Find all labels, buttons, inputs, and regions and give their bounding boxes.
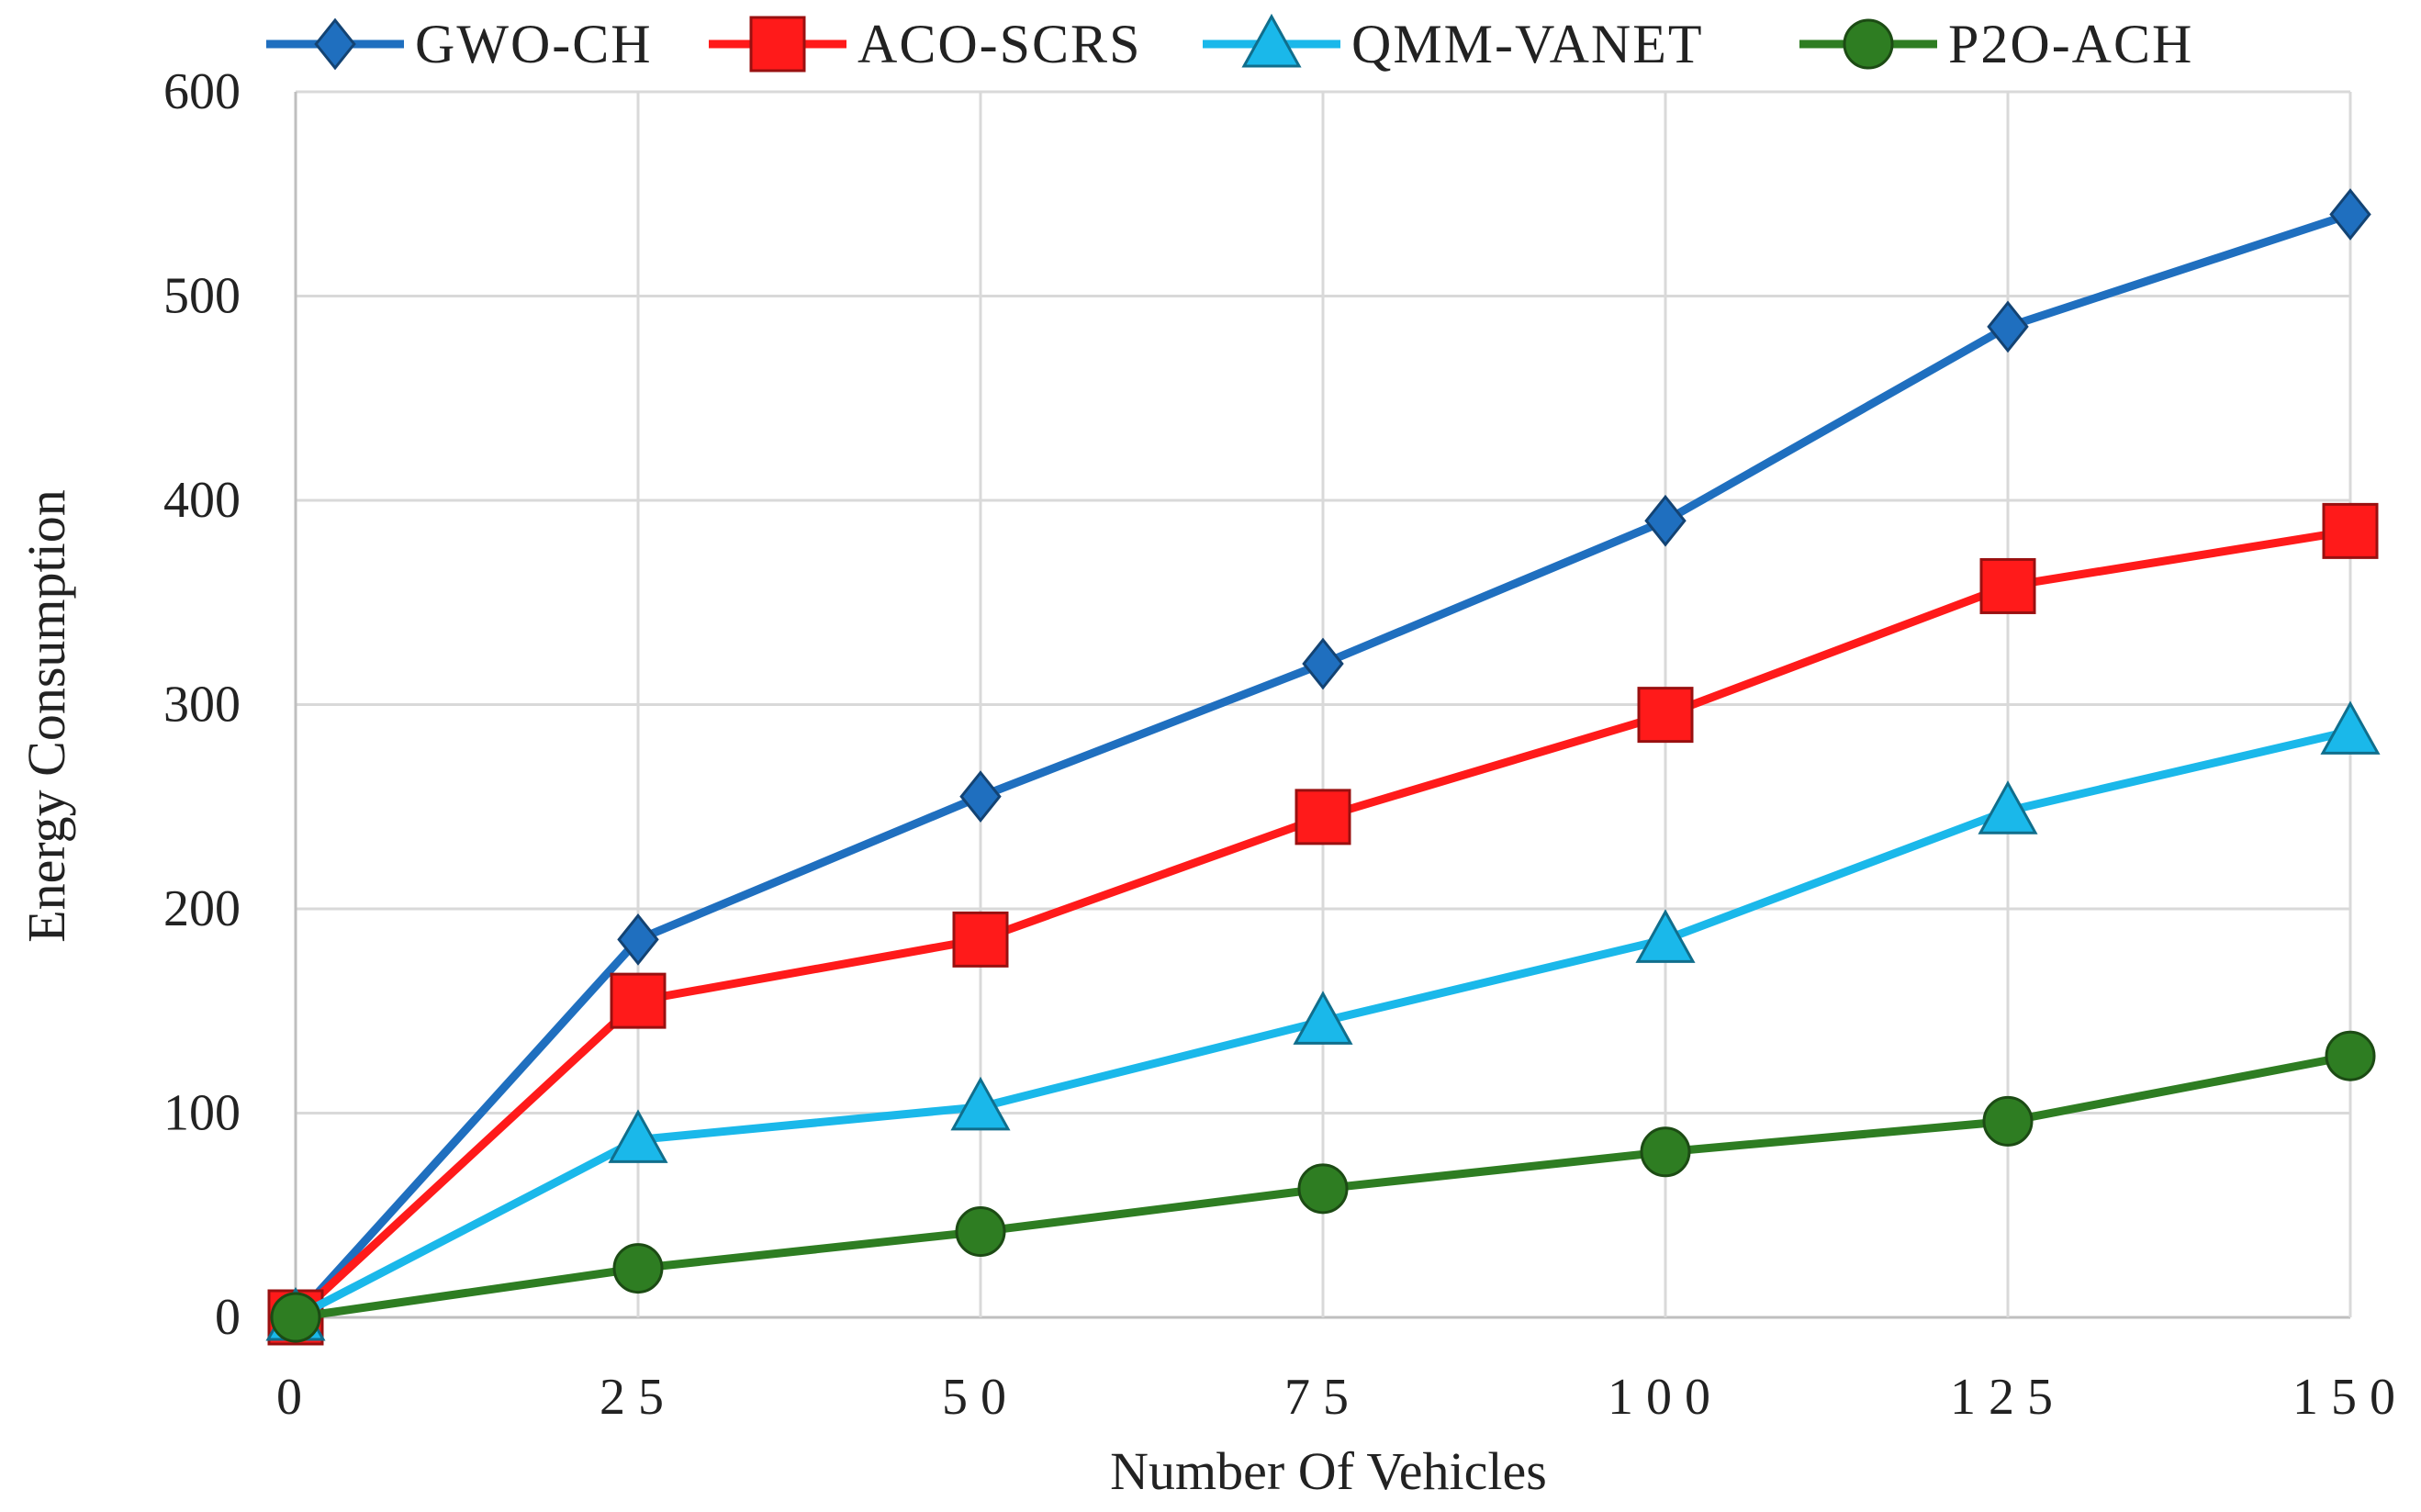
- data-point: [1982, 1095, 2034, 1147]
- data-point: [1644, 494, 1687, 547]
- y-tick-label: 200: [163, 880, 241, 937]
- legend-item: ACO-SCRS: [709, 14, 1141, 74]
- data-point: [1640, 1126, 1691, 1178]
- data-point: [1979, 557, 2036, 614]
- y-tick-label: 600: [163, 63, 241, 120]
- data-point: [2325, 1030, 2376, 1081]
- legend-label: QMM-VANET: [1351, 14, 1704, 74]
- series-p2o-ach: [270, 1030, 2376, 1343]
- x-tick-label: 100: [1608, 1369, 1723, 1426]
- y-tick-label: 0: [215, 1289, 241, 1346]
- data-point: [1978, 780, 2038, 834]
- y-tick-label: 100: [163, 1085, 241, 1142]
- x-tick-label: 150: [2292, 1369, 2408, 1426]
- series-group: [265, 188, 2381, 1346]
- y-axis-ticks: 0 100 200 300 400 500 600: [163, 63, 241, 1346]
- y-tick-label: 300: [163, 677, 241, 734]
- data-point: [1293, 991, 1353, 1045]
- legend-item: P2O-ACH: [1799, 14, 2193, 74]
- data-point: [1637, 687, 1694, 744]
- data-point: [1295, 789, 1351, 846]
- legend-marker: [1843, 18, 1894, 70]
- legend-label: GWO-CH: [415, 14, 653, 74]
- legend-item: QMM-VANET: [1203, 13, 1704, 74]
- y-axis-title: Energy Consumption: [17, 489, 76, 943]
- legend: GWO-CH ACO-SCRS QMM-VANET P2O-ACH: [266, 13, 2193, 74]
- data-point: [612, 1243, 664, 1294]
- legend-marker: [749, 16, 806, 73]
- data-point: [2320, 700, 2381, 755]
- legend-label: ACO-SCRS: [857, 14, 1141, 74]
- data-point: [952, 911, 1009, 968]
- grid: [294, 90, 2352, 1319]
- legend-label: P2O-ACH: [1948, 14, 2193, 74]
- data-point: [1635, 909, 1696, 963]
- data-point: [1987, 300, 2029, 353]
- x-axis-title: Number Of Vehicles: [1110, 1441, 1547, 1501]
- data-point: [617, 913, 659, 966]
- y-tick-label: 400: [163, 472, 241, 529]
- data-point: [955, 1206, 1006, 1258]
- data-point: [2329, 188, 2371, 241]
- data-point: [610, 972, 667, 1029]
- legend-item: GWO-CH: [266, 14, 653, 74]
- series-aco-scrs: [267, 502, 2379, 1346]
- legend-marker: [314, 17, 356, 71]
- x-tick-label: 25: [600, 1369, 677, 1426]
- data-point: [1297, 1163, 1349, 1215]
- x-tick-label: 125: [1950, 1369, 2066, 1426]
- x-tick-label: 0: [276, 1369, 315, 1426]
- legend-marker: [1241, 13, 1302, 68]
- x-tick-label: 50: [942, 1369, 1019, 1426]
- data-point: [959, 770, 1002, 823]
- data-point: [1302, 637, 1344, 690]
- y-tick-label: 500: [163, 268, 241, 325]
- data-point: [950, 1076, 1011, 1131]
- x-axis-ticks: 0 25 50 75 100 125 150: [276, 1369, 2408, 1426]
- data-point: [608, 1109, 668, 1163]
- data-point: [270, 1292, 321, 1343]
- data-point: [2322, 502, 2379, 559]
- x-tick-label: 75: [1284, 1369, 1362, 1426]
